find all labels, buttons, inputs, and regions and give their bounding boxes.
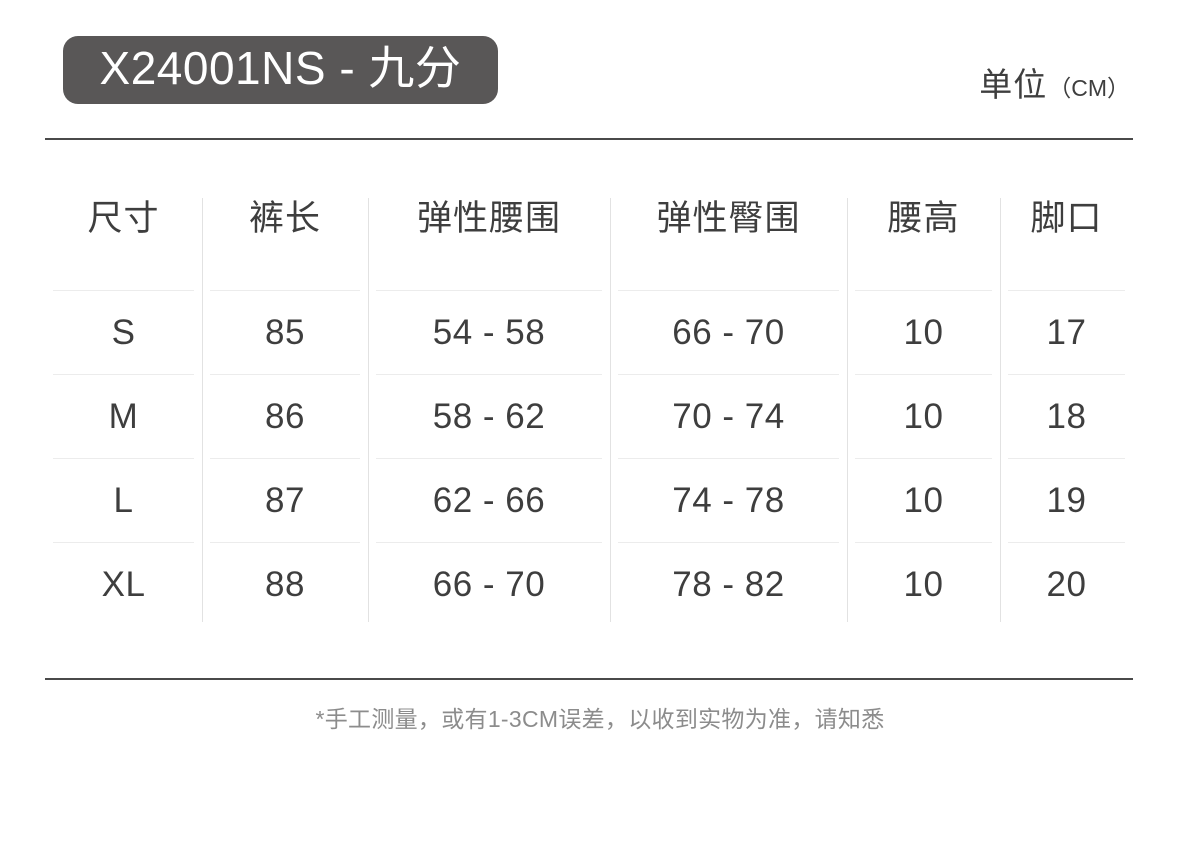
cell-hem: 20 <box>1046 564 1087 604</box>
column-header-rise: 腰高 <box>887 198 960 238</box>
row-separator-cell <box>45 290 202 291</box>
product-title-badge: X24001NS - 九分 <box>63 36 498 104</box>
row-separator-cell <box>1000 374 1133 375</box>
product-title-text: X24001NS - 九分 <box>99 42 462 94</box>
row-separator-cell <box>45 374 202 375</box>
cell-hem: 17 <box>1046 312 1087 352</box>
table-row: S 85 54 - 58 66 - 70 10 17 <box>45 291 1133 374</box>
row-separator-cell <box>202 542 368 543</box>
table-top-rule <box>45 138 1133 140</box>
cell-rise: 10 <box>903 312 944 352</box>
row-separator-cell <box>1000 290 1133 291</box>
row-separator-cell <box>847 374 1000 375</box>
chart-header: X24001NS - 九分 单位 （CM） <box>0 0 1200 138</box>
size-table-wrapper: 尺寸 裤长 弹性腰围 弹性臀围 腰高 脚口 <box>45 138 1133 680</box>
column-divider-1 <box>202 198 203 622</box>
column-header-waist: 弹性腰围 <box>416 198 561 238</box>
table-grid: 尺寸 裤长 弹性腰围 弹性臀围 腰高 脚口 <box>45 140 1133 678</box>
cell-size: S <box>111 312 136 352</box>
measurement-disclaimer: *手工测量，或有1-3CM误差，以收到实物为准，请知悉 <box>315 706 885 732</box>
column-header-length: 裤长 <box>248 198 321 238</box>
unit-label-main: 单位 <box>979 66 1048 103</box>
row-separator <box>45 374 1133 375</box>
cell-hip: 78 - 82 <box>672 564 785 604</box>
table-row: M 86 58 - 62 70 - 74 10 18 <box>45 375 1133 458</box>
size-table: 尺寸 裤长 弹性腰围 弹性臀围 腰高 脚口 <box>45 140 1133 626</box>
column-header-size: 尺寸 <box>87 198 160 238</box>
cell-length: 85 <box>265 312 305 352</box>
cell-length: 88 <box>265 564 305 604</box>
column-divider-4 <box>847 198 848 622</box>
row-separator-cell <box>368 542 610 543</box>
row-separator-cell <box>202 458 368 459</box>
column-divider-2 <box>368 198 369 622</box>
row-separator-cell <box>368 458 610 459</box>
row-separator-cell <box>1000 458 1133 459</box>
cell-waist: 58 - 62 <box>432 396 546 436</box>
row-separator-cell <box>45 458 202 459</box>
cell-hem: 18 <box>1046 396 1087 436</box>
row-separator-cell <box>368 374 610 375</box>
cell-hip: 74 - 78 <box>672 480 785 520</box>
row-separator-cell <box>847 458 1000 459</box>
cell-waist: 54 - 58 <box>432 312 546 352</box>
column-header-hip: 弹性臀围 <box>656 198 801 238</box>
table-row: L 87 62 - 66 74 - 78 10 19 <box>45 459 1133 542</box>
cell-hip: 70 - 74 <box>672 396 785 436</box>
unit-label-parenthetical: （CM） <box>1048 75 1130 101</box>
row-separator-cell <box>847 542 1000 543</box>
cell-hip: 66 - 70 <box>672 312 785 352</box>
row-separator <box>45 458 1133 459</box>
table-bottom-rule <box>45 678 1133 680</box>
row-separator <box>45 290 1133 291</box>
cell-rise: 10 <box>903 480 944 520</box>
column-divider-5 <box>1000 198 1001 622</box>
cell-size: M <box>108 396 139 436</box>
row-separator-cell <box>610 458 847 459</box>
table-header-row: 尺寸 裤长 弹性腰围 弹性臀围 腰高 脚口 <box>45 140 1133 290</box>
cell-length: 86 <box>265 396 305 436</box>
cell-size: L <box>113 480 134 520</box>
row-separator-cell <box>610 542 847 543</box>
cell-hem: 19 <box>1046 480 1087 520</box>
cell-rise: 10 <box>903 396 944 436</box>
column-divider-3 <box>610 198 611 622</box>
cell-waist: 66 - 70 <box>432 564 546 604</box>
cell-waist: 62 - 66 <box>432 480 546 520</box>
row-separator-cell <box>202 374 368 375</box>
row-separator-cell <box>847 290 1000 291</box>
row-separator-cell <box>1000 542 1133 543</box>
row-separator <box>45 542 1133 543</box>
cell-rise: 10 <box>903 564 944 604</box>
row-separator-cell <box>368 290 610 291</box>
row-separator-cell <box>610 374 847 375</box>
row-separator-cell <box>202 290 368 291</box>
unit-label: 单位 （CM） <box>979 58 1130 106</box>
column-header-hem: 脚口 <box>1030 198 1103 238</box>
row-separator-cell <box>45 542 202 543</box>
table-row: XL 88 66 - 70 78 - 82 10 20 <box>45 543 1133 626</box>
cell-length: 87 <box>265 480 305 520</box>
row-separator-cell <box>610 290 847 291</box>
cell-size: XL <box>101 564 146 604</box>
